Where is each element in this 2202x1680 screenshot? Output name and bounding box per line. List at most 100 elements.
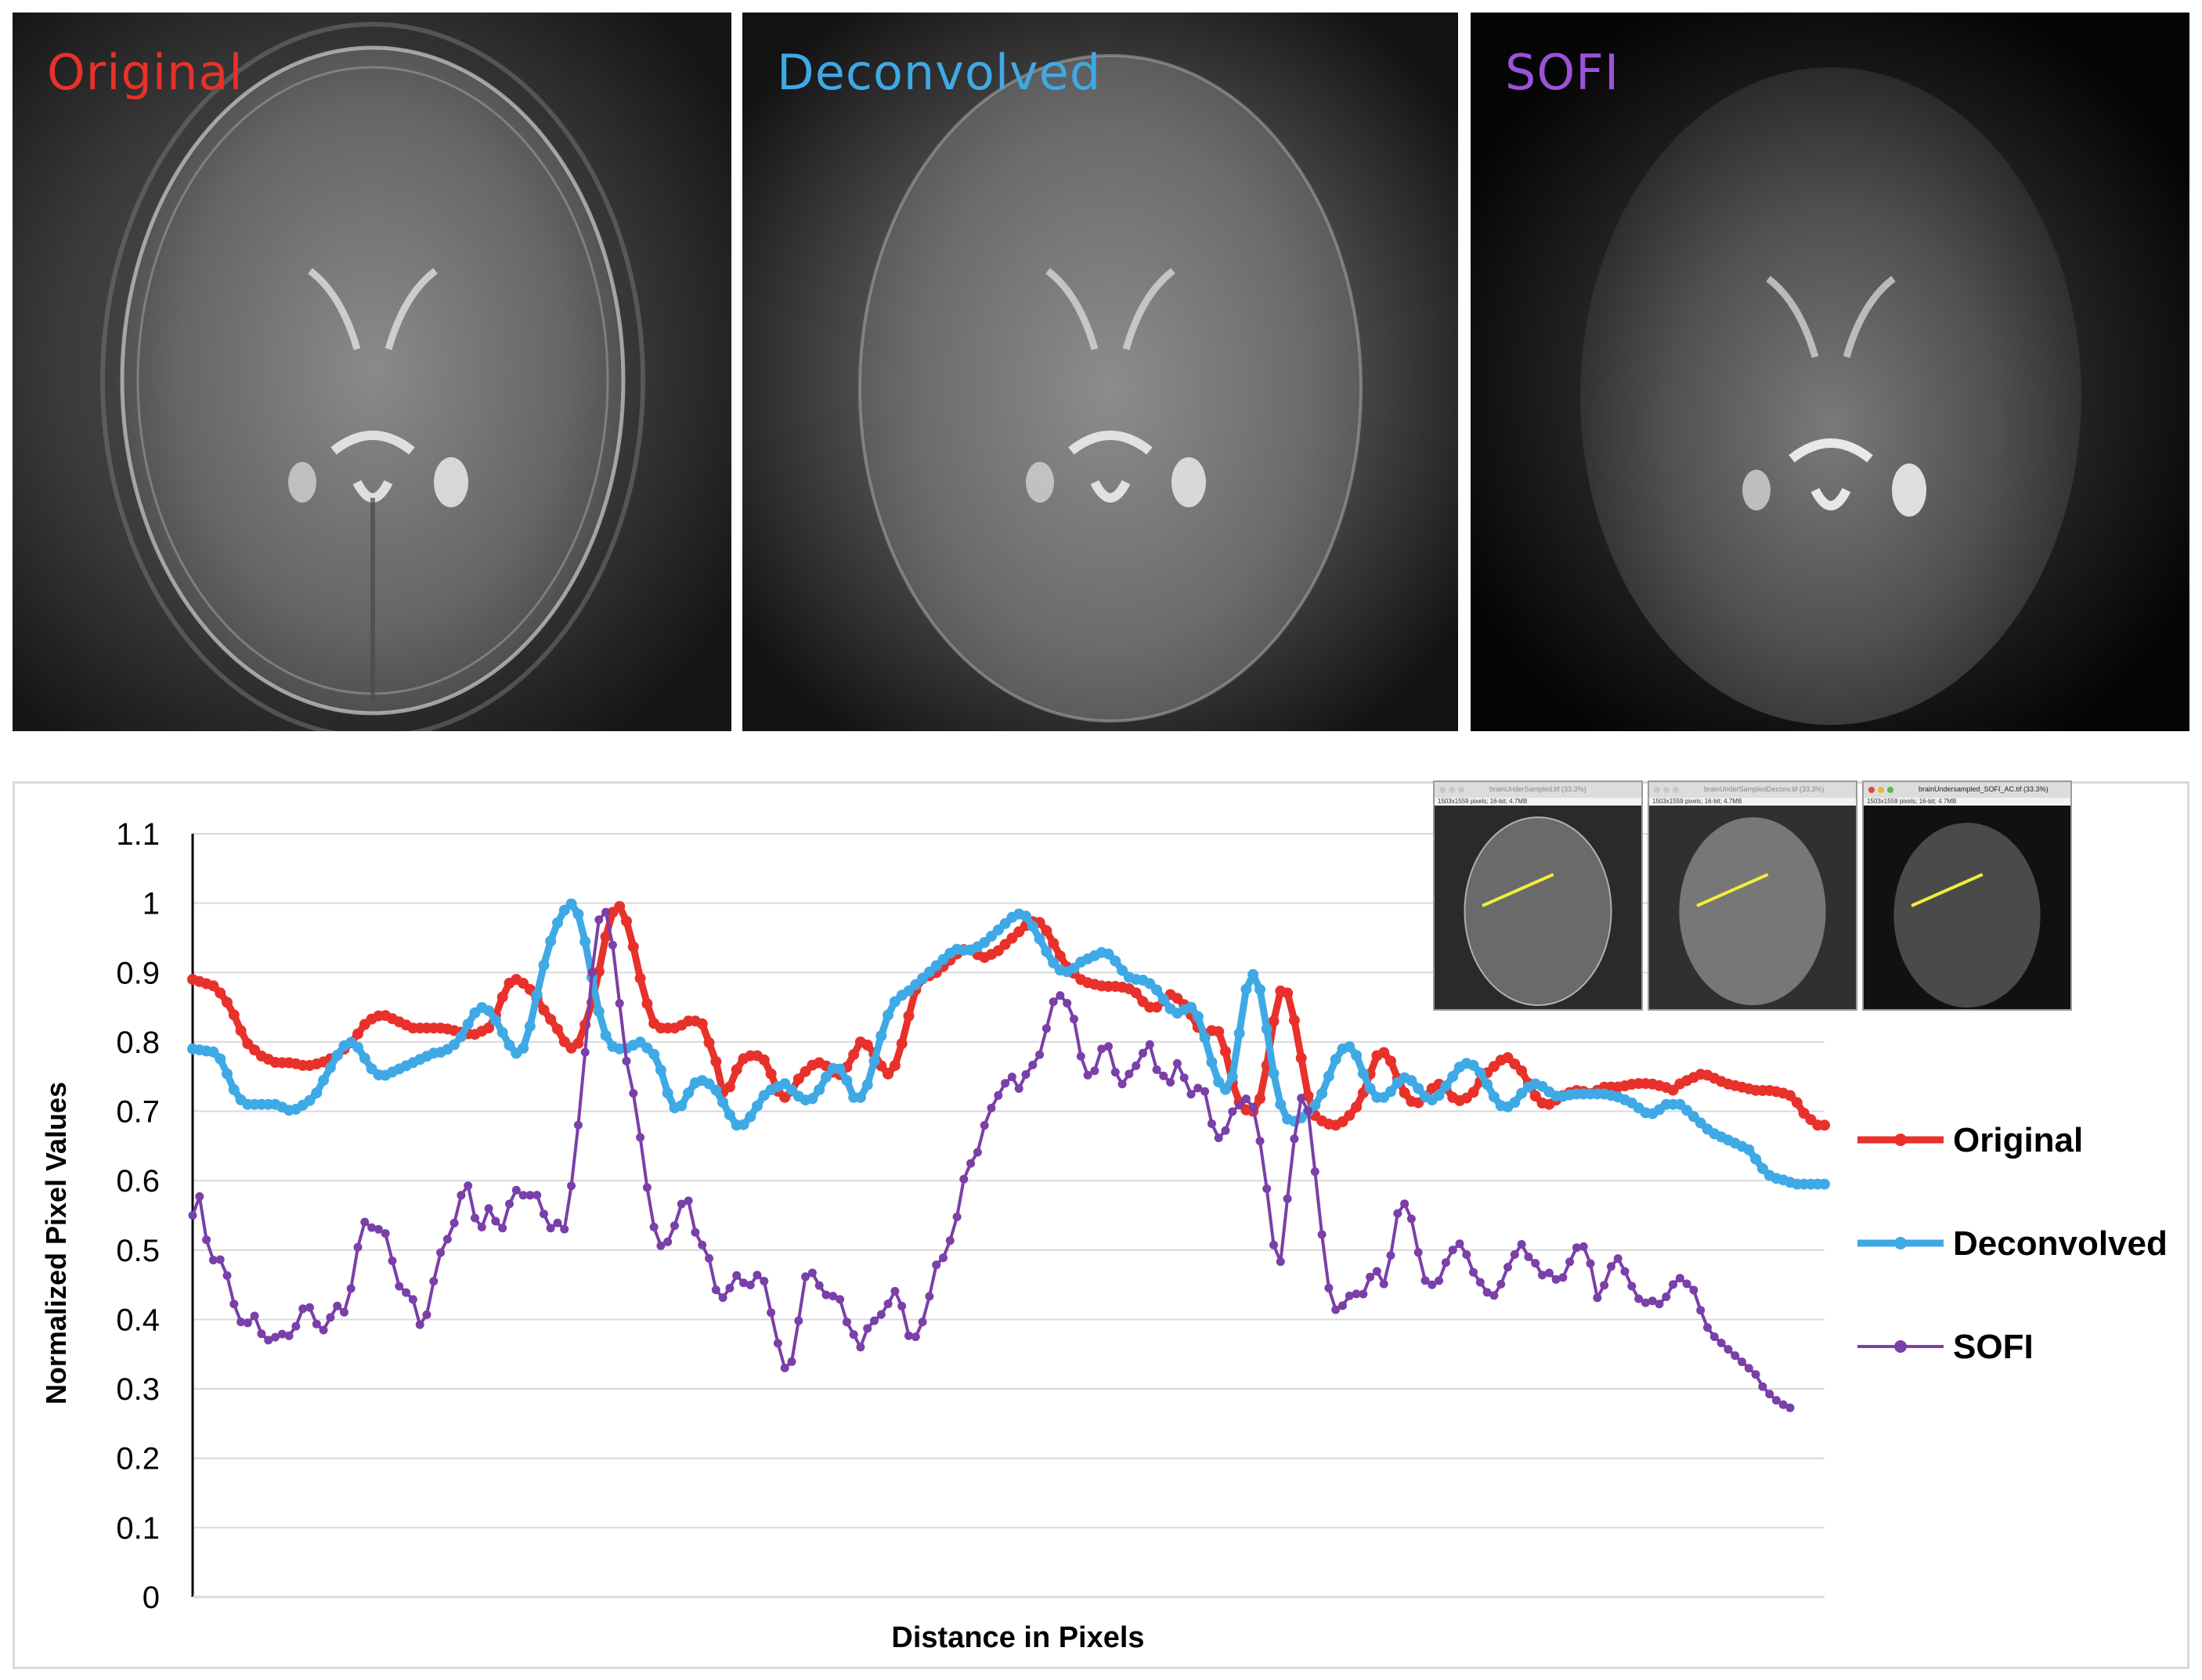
data-point [1482, 1288, 1492, 1297]
data-point [896, 1038, 908, 1050]
data-point [1399, 1087, 1410, 1098]
legend-swatch-marker [1894, 1237, 1907, 1249]
data-point [683, 1087, 695, 1099]
data-point [745, 1111, 756, 1123]
data-point [202, 1235, 211, 1245]
data-point [1785, 1403, 1795, 1412]
data-point [195, 1192, 204, 1201]
data-point [402, 1288, 411, 1297]
thumbnail-title: brainUndersampled_SOFI_AC.tif (33.3%) [1919, 785, 2049, 793]
data-point [324, 1062, 336, 1073]
data-point [1186, 1001, 1197, 1013]
y-tick-label: 0.3 [116, 1372, 160, 1407]
data-point [821, 1290, 831, 1300]
data-point [711, 1285, 720, 1295]
data-point [565, 898, 577, 910]
data-point [1041, 925, 1052, 936]
data-point [767, 1308, 776, 1318]
window-close-icon [1868, 787, 1875, 793]
y-tick-label: 0 [143, 1581, 160, 1615]
data-point [532, 1191, 542, 1200]
data-point [545, 936, 557, 947]
data-point [1220, 1046, 1231, 1058]
data-point [1021, 1070, 1031, 1079]
data-point [1338, 1301, 1347, 1310]
data-point [655, 1064, 666, 1076]
data-point [1139, 1048, 1147, 1058]
data-point [1213, 1026, 1225, 1037]
y-tick-label: 0.4 [116, 1303, 160, 1337]
data-point [1041, 1024, 1051, 1033]
data-point [1378, 1047, 1390, 1058]
inset-thumbnail-deconvolved: brainUnderSampledDeconv.tif (33.3%) 1503… [1648, 781, 1857, 1011]
data-point [1586, 1259, 1595, 1268]
data-point [1297, 1094, 1306, 1103]
data-point [1179, 1073, 1189, 1083]
data-point [1048, 957, 1059, 968]
data-point [222, 1068, 233, 1080]
data-point [1014, 1084, 1023, 1093]
data-point [1517, 1240, 1526, 1249]
data-point [1771, 1396, 1781, 1405]
data-point [945, 1236, 955, 1246]
data-point [1145, 1040, 1154, 1049]
thumbnail-info-bar: 1503x1559 pixels; 16-bit; 4.7MB [1649, 798, 1856, 806]
data-point [801, 1272, 810, 1282]
data-point [1655, 1300, 1664, 1309]
data-point [1467, 1087, 1479, 1098]
data-point [696, 1018, 708, 1029]
series-layer [187, 898, 1830, 1412]
legend: Original Deconvolved SOFI [1857, 1121, 2168, 1366]
data-point [388, 1256, 397, 1265]
data-point [333, 1301, 342, 1310]
data-point [648, 1048, 660, 1060]
data-point [1667, 1084, 1679, 1096]
data-point [1716, 1339, 1726, 1347]
data-point [1482, 1079, 1493, 1090]
data-point [1276, 1257, 1285, 1267]
data-point [518, 1043, 529, 1054]
data-point [1531, 1259, 1540, 1268]
data-point [863, 1324, 872, 1333]
data-point [636, 1133, 645, 1142]
data-point [868, 1055, 880, 1067]
data-point [1206, 1056, 1218, 1068]
data-point [918, 1318, 927, 1327]
data-point [498, 1224, 507, 1233]
data-point [1357, 1068, 1369, 1080]
data-point [442, 1235, 452, 1244]
data-point [1283, 1194, 1292, 1203]
data-point [1309, 1099, 1321, 1111]
data-point [587, 968, 597, 977]
y-tick-label: 0.7 [116, 1095, 160, 1130]
sofi-image-panel: SOFI [1471, 13, 2189, 731]
data-point [1675, 1274, 1684, 1283]
data-point [1648, 1296, 1657, 1306]
data-point [834, 1063, 846, 1075]
data-point [422, 1310, 431, 1319]
data-point [1709, 1332, 1719, 1341]
data-point [572, 1037, 584, 1049]
data-point [1352, 1289, 1361, 1299]
data-point [870, 1316, 879, 1325]
data-point [1551, 1274, 1561, 1284]
data-point [925, 1292, 934, 1301]
data-point [408, 1295, 417, 1304]
data-point [952, 1212, 962, 1221]
data-point [1510, 1250, 1519, 1259]
data-point [552, 917, 563, 928]
data-point [745, 1281, 755, 1289]
data-point [496, 991, 508, 1003]
data-point [305, 1303, 314, 1312]
data-point [572, 908, 584, 920]
data-point [1056, 991, 1065, 1000]
data-point [1310, 1167, 1319, 1177]
profile-line [1482, 873, 1554, 907]
data-point [760, 1277, 769, 1285]
legend-entry-sofi: SOFI [1857, 1328, 2034, 1366]
data-point [1778, 1400, 1788, 1409]
data-point [1041, 946, 1052, 957]
data-point [1744, 1364, 1753, 1373]
data-point [1544, 1268, 1554, 1278]
